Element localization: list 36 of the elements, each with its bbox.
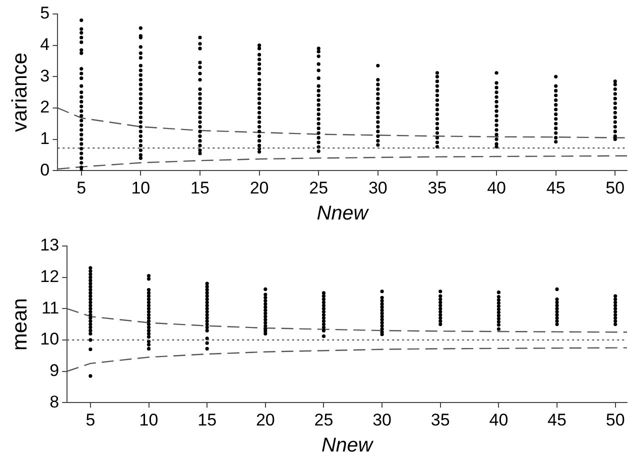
x-tick-label: 40 <box>489 410 508 430</box>
y-tick-label: 9 <box>50 360 60 380</box>
y-tick-label: 11 <box>41 298 60 318</box>
y-tick-label: 5 <box>40 4 50 23</box>
x-tick-label: 25 <box>309 178 328 198</box>
y-tick-label: 10 <box>40 330 60 349</box>
x-tick-label: 20 <box>250 178 269 198</box>
x-tick-label: 5 <box>86 410 96 430</box>
y-tick-label: 12 <box>40 267 60 286</box>
x-tick-label: 50 <box>606 410 625 430</box>
x-tick-label: 25 <box>314 410 334 430</box>
y-tick-label: 1 <box>40 128 50 148</box>
y-axis-title: variance <box>8 52 32 132</box>
x-axis-title: Nnew <box>321 434 374 457</box>
x-tick-label: 5 <box>76 178 86 198</box>
x-tick-label: 35 <box>430 410 450 430</box>
y-tick-label: 2 <box>40 98 50 117</box>
x-tick-label: 15 <box>190 178 210 198</box>
x-tick-label: 50 <box>606 178 625 198</box>
x-tick-label: 10 <box>131 178 150 198</box>
y-tick-label: 3 <box>40 66 50 86</box>
y-tick-label: 0 <box>40 160 50 180</box>
x-tick-label: 15 <box>198 410 217 430</box>
x-tick-label: 30 <box>368 178 388 198</box>
x-tick-label: 40 <box>487 178 506 198</box>
x-tick-label: 10 <box>139 410 158 430</box>
x-tick-label: 30 <box>372 410 392 430</box>
y-tick-label: 4 <box>40 35 50 54</box>
x-tick-label: 20 <box>256 410 275 430</box>
x-axis-title: Nnew <box>316 202 370 225</box>
x-tick-label: 45 <box>548 410 566 430</box>
y-tick-label: 8 <box>50 392 60 412</box>
x-tick-label: 45 <box>546 178 566 198</box>
x-tick-label: 35 <box>428 178 447 198</box>
y-tick-label: 13 <box>40 236 60 255</box>
y-axis-title: mean <box>8 298 32 351</box>
